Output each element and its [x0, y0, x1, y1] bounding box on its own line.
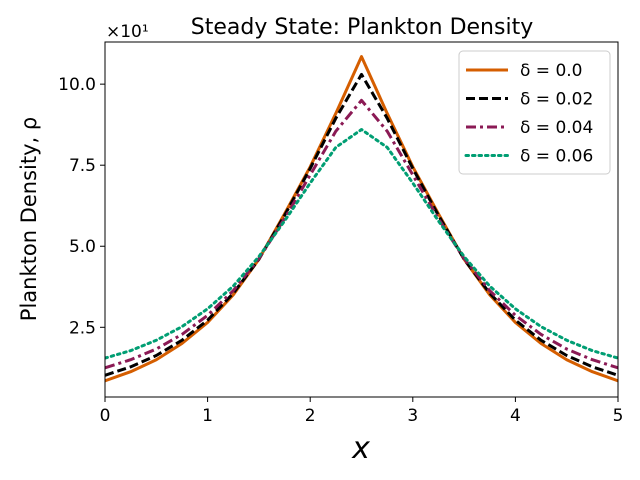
legend-label-1: δ = 0.0	[520, 61, 583, 81]
x-axis: 0 1 2 3 4 5	[100, 397, 624, 426]
x-axis-label: x	[351, 431, 370, 466]
x-tick-label: 2	[305, 406, 316, 426]
series-line-1	[105, 55, 618, 383]
y-tick-label: 7.5	[69, 156, 96, 176]
plot-lines	[105, 55, 618, 383]
y-offset-label: ×10¹	[106, 22, 149, 42]
plot-frame	[104, 41, 619, 398]
series-line-2	[105, 72, 618, 377]
x-tick-label: 0	[100, 406, 111, 426]
x-tick-label: 5	[613, 406, 624, 426]
legend-label-3: δ = 0.04	[520, 118, 593, 138]
x-tick-label: 1	[202, 406, 213, 426]
series-line-4	[105, 128, 618, 360]
x-tick-label: 3	[407, 406, 418, 426]
y-tick-label: 10.0	[58, 75, 96, 95]
y-axis: 2.5 5.0 7.5 10.0	[58, 75, 105, 338]
y-axis-label: Plankton Density, ρ	[17, 117, 41, 321]
legend-label-4: δ = 0.06	[520, 147, 593, 167]
y-tick-label: 5.0	[69, 237, 96, 257]
x-tick-label: 4	[510, 406, 521, 426]
series-line-3	[105, 98, 618, 370]
y-tick-label: 2.5	[69, 318, 96, 338]
legend: δ = 0.0 δ = 0.02 δ = 0.04 δ = 0.06	[458, 50, 611, 175]
chart-title: Steady State: Plankton Density	[191, 15, 533, 40]
legend-box	[458, 50, 611, 175]
legend-label-2: δ = 0.02	[520, 90, 593, 110]
